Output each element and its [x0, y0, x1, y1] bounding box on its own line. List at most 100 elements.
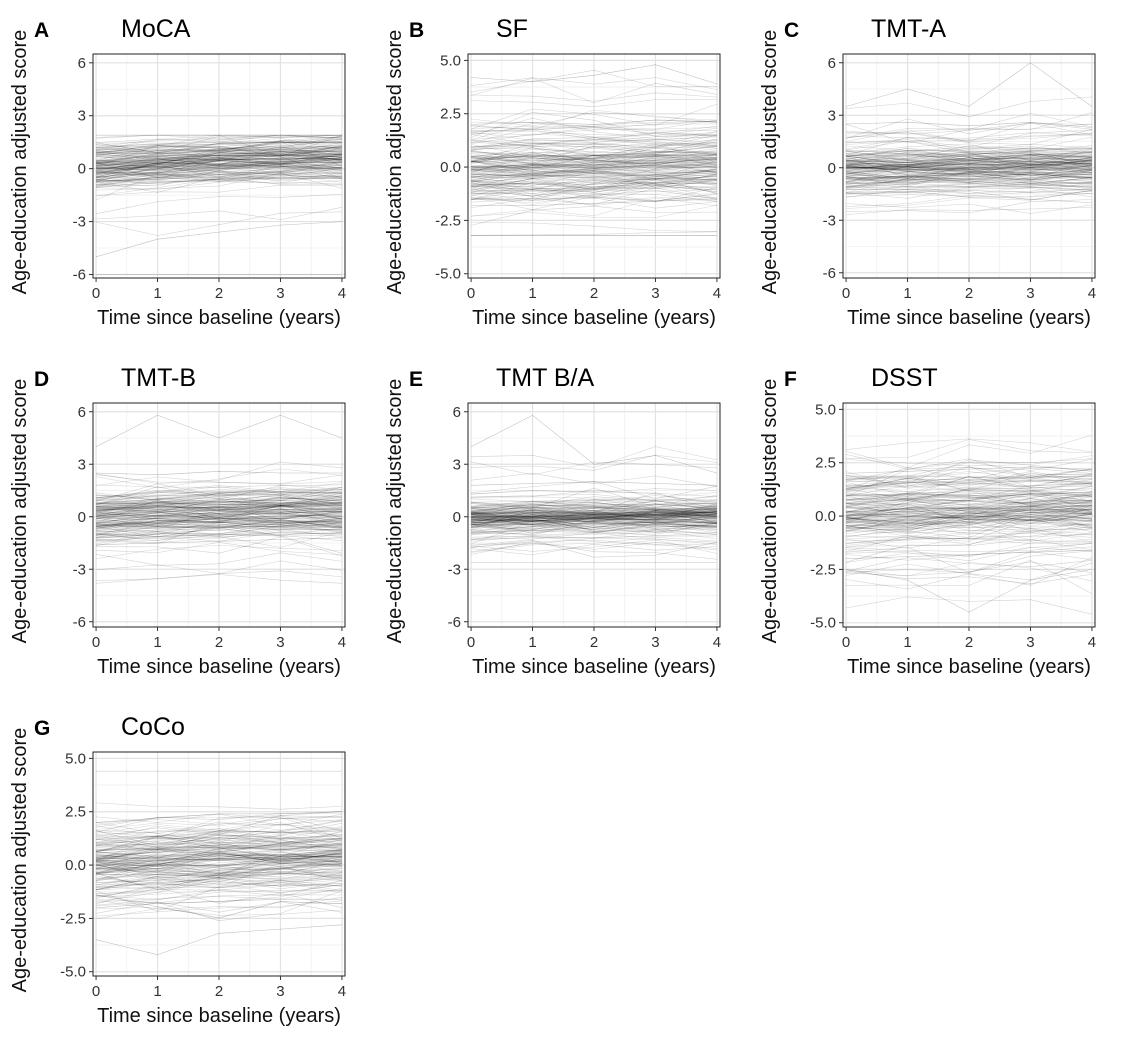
trajectory-line	[96, 849, 342, 866]
trajectory-line	[96, 161, 342, 174]
trajectory-line	[846, 178, 1092, 187]
trajectory-line	[471, 164, 717, 172]
trajectory-line	[471, 174, 717, 193]
trajectory-line	[96, 511, 342, 530]
trajectory-line	[471, 507, 717, 514]
trajectory-line	[96, 508, 342, 517]
trajectory-line	[96, 164, 342, 175]
trajectory-line	[96, 145, 342, 162]
trajectory-line	[96, 827, 342, 835]
trajectory-line	[471, 151, 717, 159]
trajectory-line	[846, 481, 1092, 488]
trajectory-line	[471, 510, 717, 514]
trajectory-line	[96, 134, 342, 151]
trajectory-line	[96, 831, 342, 849]
trajectory-line	[471, 512, 717, 519]
trajectory-line	[846, 496, 1092, 514]
trajectory-line	[471, 159, 717, 171]
trajectory-line	[846, 199, 1092, 214]
trajectory-line	[471, 168, 717, 183]
trajectory-line	[96, 134, 342, 143]
trajectory-line	[471, 499, 717, 517]
trajectory-line	[846, 173, 1092, 184]
trajectory-line	[471, 152, 717, 166]
trajectory-line	[96, 504, 342, 520]
trajectory-line	[846, 490, 1092, 498]
trajectory-line	[96, 856, 342, 882]
trajectory-line	[846, 153, 1092, 168]
trajectory-line	[96, 867, 342, 886]
trajectory-line	[471, 169, 717, 188]
trajectory-line	[96, 845, 342, 863]
trajectory-line	[96, 835, 342, 848]
trajectory-line	[471, 512, 717, 521]
trajectory-line	[846, 166, 1092, 170]
trajectory-line	[96, 169, 342, 188]
trajectory-line	[846, 496, 1092, 513]
trajectory-line	[846, 156, 1092, 167]
trajectory-line	[471, 193, 717, 210]
trajectory-line	[471, 190, 717, 202]
trajectory-line	[96, 151, 342, 175]
trajectory-line	[96, 524, 342, 542]
trajectory-line	[96, 143, 342, 165]
trajectory-line	[846, 528, 1092, 547]
trajectory-line	[96, 520, 342, 529]
trajectory-line	[846, 150, 1092, 164]
trajectory-line	[471, 142, 717, 151]
y-tick-label: -5.0	[810, 615, 836, 632]
trajectory-line	[96, 518, 342, 536]
trajectory-line	[96, 868, 342, 888]
trajectory-line	[96, 868, 342, 880]
trajectory-line	[846, 494, 1092, 499]
trajectory-line	[96, 159, 342, 177]
trajectory-line	[96, 520, 342, 528]
trajectory-line	[96, 148, 342, 161]
trajectory-line	[471, 502, 717, 509]
trajectory-line	[846, 160, 1092, 170]
trajectory-line	[95, 835, 342, 862]
trajectory-line	[471, 510, 717, 518]
trajectory-line	[846, 96, 1092, 117]
trajectory-line	[96, 873, 342, 890]
trajectory-line	[846, 176, 1092, 189]
trajectory-line	[471, 510, 717, 522]
trajectory-line	[96, 161, 342, 178]
trajectory-line	[96, 828, 342, 844]
trajectory-line	[471, 511, 717, 524]
panel-e: -6 -3 0 3 6 0 1 2 3 4 Time since baseline (years) A…	[384, 364, 721, 678]
trajectory-line	[471, 513, 717, 519]
y-tick-label: -5.0	[60, 964, 86, 981]
trajectory-line	[471, 142, 717, 157]
trajectory-line	[471, 513, 717, 534]
panel-b: -5.0 -2.5 0.0 2.5 5.0 0 1 2 3 4 Time since baselin…	[384, 15, 721, 329]
trajectory-line	[471, 132, 717, 145]
trajectory-line	[96, 146, 342, 164]
gridlines	[93, 403, 345, 627]
trajectory-line	[96, 505, 342, 511]
trajectory-line	[471, 526, 717, 533]
trajectory-line	[96, 850, 342, 863]
trajectory-line	[96, 887, 342, 908]
trajectory-line	[846, 511, 1092, 525]
trajectory-line	[96, 161, 342, 175]
trajectory-line	[471, 523, 717, 533]
trajectory-line	[471, 539, 717, 551]
trajectory-line	[96, 816, 342, 839]
panel-title: SF	[496, 15, 528, 43]
trajectory-line	[846, 479, 1092, 497]
trajectory-line	[96, 498, 342, 512]
trajectory-line	[96, 505, 342, 511]
series-line-2	[471, 481, 717, 486]
trajectory-line	[471, 496, 717, 502]
trajectory-line	[471, 134, 717, 164]
trajectory-line	[96, 521, 342, 529]
trajectory-line	[96, 840, 342, 857]
trajectory-line	[846, 165, 1092, 174]
trajectory-line	[471, 154, 717, 167]
trajectory-line	[471, 510, 717, 517]
trajectory-line	[471, 509, 717, 520]
trajectory-line	[846, 478, 1092, 489]
trajectory-line	[96, 166, 342, 187]
trajectory-line	[96, 495, 342, 507]
